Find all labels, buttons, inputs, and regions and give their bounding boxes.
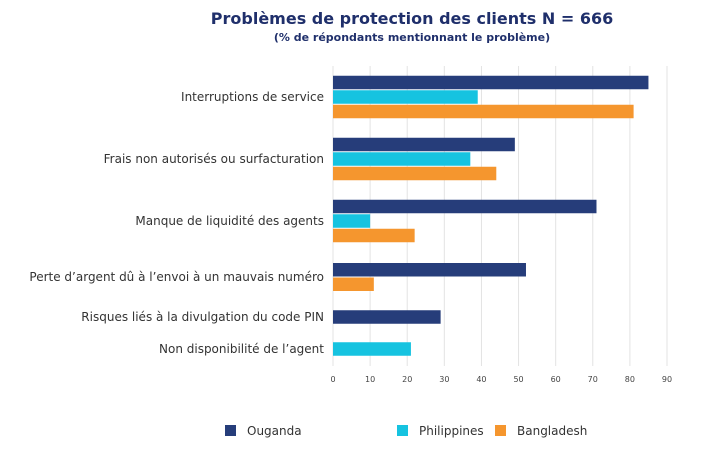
- x-tick-label: 10: [365, 375, 375, 384]
- legend: Ouganda Philippines Bangladesh: [225, 424, 587, 438]
- bar-bangladesh: [333, 277, 374, 291]
- bar-philippines: [333, 152, 471, 166]
- bar-bangladesh: [333, 228, 415, 243]
- category-label: Risques liés à la divulgation du code PI…: [81, 310, 324, 324]
- x-tick-label: 30: [439, 375, 449, 384]
- legend-label: Philippines: [419, 424, 484, 438]
- chart-subtitle: (% de répondants mentionnant le problème…: [274, 31, 550, 44]
- x-tick-label: 60: [551, 375, 561, 384]
- bar-ouganda: [333, 75, 649, 90]
- bar-ouganda: [333, 199, 597, 214]
- legend-swatch: [397, 425, 408, 436]
- legend-item-bangladesh: Bangladesh: [495, 424, 587, 438]
- legend-item-philippines: Philippines: [397, 424, 484, 438]
- x-tick-label: 40: [476, 375, 486, 384]
- category-label: Frais non autorisés ou surfacturation: [104, 152, 324, 166]
- category-label: Manque de liquidité des agents: [135, 214, 324, 228]
- legend-swatch: [495, 425, 506, 436]
- x-tick-label: 70: [588, 375, 598, 384]
- bar-philippines: [333, 214, 371, 228]
- bar-ouganda: [333, 263, 526, 277]
- category-labels: Interruptions de service Frais non autori…: [29, 90, 324, 356]
- category-label: Perte d’argent dû à l’envoi à un mauvais…: [29, 270, 324, 284]
- x-axis-ticks: 0 10 20 30 40 50 60 70 80 90: [330, 375, 672, 384]
- x-tick-label: 90: [662, 375, 672, 384]
- bar-ouganda: [333, 137, 515, 152]
- legend-label: Ouganda: [247, 424, 302, 438]
- bars: [333, 75, 649, 356]
- category-label: Non disponibilité de l’agent: [159, 342, 324, 356]
- chart-title: Problèmes de protection des clients N = …: [211, 9, 613, 28]
- bar-philippines: [333, 90, 478, 104]
- bar-ouganda: [333, 310, 441, 324]
- bar-bangladesh: [333, 166, 497, 181]
- legend-label: Bangladesh: [517, 424, 587, 438]
- legend-swatch: [225, 425, 236, 436]
- bar-bangladesh: [333, 104, 634, 119]
- x-tick-label: 50: [513, 375, 523, 384]
- legend-item-ouganda: Ouganda: [225, 424, 302, 438]
- x-tick-label: 20: [402, 375, 412, 384]
- category-label: Interruptions de service: [181, 90, 324, 104]
- x-tick-label: 80: [625, 375, 635, 384]
- bar-philippines: [333, 342, 411, 356]
- x-tick-label: 0: [330, 375, 335, 384]
